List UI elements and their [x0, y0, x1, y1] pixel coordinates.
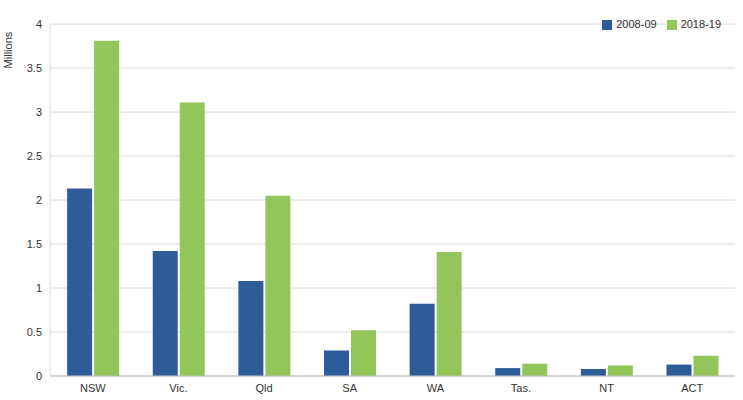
- svg-text:3.5: 3.5: [27, 62, 42, 74]
- svg-text:Tas.: Tas.: [511, 382, 531, 394]
- svg-text:ACT: ACT: [681, 382, 703, 394]
- svg-text:1.5: 1.5: [27, 238, 42, 250]
- svg-text:4: 4: [36, 18, 42, 30]
- svg-text:2: 2: [36, 194, 42, 206]
- html-text:2018-19: 2018-19: [680, 18, 721, 30]
- svg-text:1: 1: [36, 282, 42, 294]
- svg-text:Vic.: Vic.: [169, 382, 187, 394]
- svg-text:SA: SA: [342, 382, 357, 394]
- html-text:2008-09: 2008-09: [616, 18, 657, 30]
- svg-text:NT: NT: [599, 382, 614, 394]
- svg-text:3: 3: [36, 106, 42, 118]
- svg-text:0.5: 0.5: [27, 326, 42, 338]
- svg-text:Millions: Millions: [8, 31, 14, 68]
- svg-text:0: 0: [36, 370, 42, 382]
- svg-text:Qld: Qld: [256, 382, 273, 394]
- svg-text:WA: WA: [427, 382, 445, 394]
- svg-text:2.5: 2.5: [27, 150, 42, 162]
- svg-text:NSW: NSW: [80, 382, 106, 394]
